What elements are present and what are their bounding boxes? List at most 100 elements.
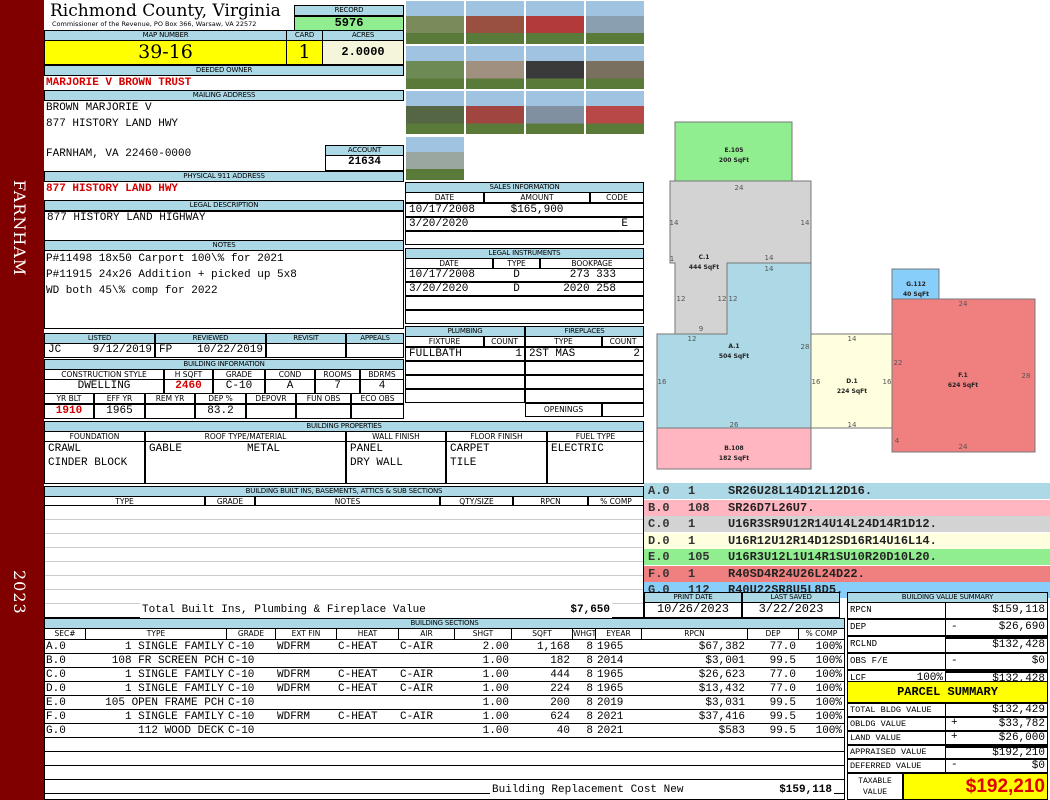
sketch-dimension: 12 xyxy=(677,295,686,303)
section-cell: $37,416 xyxy=(698,711,745,723)
sales-row xyxy=(405,217,644,231)
sketch-section: A.0 xyxy=(648,484,670,498)
plumbing-row xyxy=(405,361,525,375)
value-summary-sign xyxy=(949,603,963,618)
property-photo[interactable] xyxy=(465,90,525,135)
sketch-vector: SR26D7L26U7. xyxy=(728,500,815,515)
floor-finish: TILE xyxy=(450,457,477,469)
section-cell: 8 xyxy=(586,641,593,653)
sale-date: 3/20/2020 xyxy=(409,218,469,230)
property-cell xyxy=(446,441,547,484)
sketch-label: C.1 xyxy=(699,254,710,261)
plumbing-row xyxy=(405,347,525,361)
taxable-value: $192,210 xyxy=(903,773,1048,800)
sketch-label: G.112 xyxy=(906,281,926,288)
property-photo[interactable] xyxy=(525,0,585,45)
fireplace-type: 2ST MAS xyxy=(529,348,576,360)
section-cell: 99.5 xyxy=(769,697,796,709)
sale-amount xyxy=(484,217,590,231)
fireplace-row xyxy=(525,389,644,403)
building-info-value xyxy=(246,404,296,419)
sketch-dimension: 24 xyxy=(959,443,968,451)
section-cell: 112 WOOD DECK xyxy=(138,725,224,737)
fireplace-count: 2 xyxy=(633,348,640,360)
note-line: P#11498 18x50 Carport 100\% for 2021 xyxy=(46,253,284,265)
building-info-header: DEP % xyxy=(195,393,246,404)
property-photo[interactable] xyxy=(405,0,465,45)
sale-code: E xyxy=(621,218,628,230)
listing-cell xyxy=(266,343,346,358)
section-cell: G.0 xyxy=(46,725,66,737)
account-number: 21634 xyxy=(325,155,404,171)
building-info-value: 7 xyxy=(315,379,360,394)
section-cell: $3,001 xyxy=(705,655,745,667)
section-cell xyxy=(275,724,336,738)
property-photo[interactable] xyxy=(465,45,525,90)
sketch-dimension: 24 xyxy=(735,184,744,192)
parcel-row-value: $26,000 xyxy=(945,731,1048,745)
section-cell: $13,432 xyxy=(698,683,745,695)
builtins-table xyxy=(44,505,644,618)
taxable-value-label: TAXABLE VALUE xyxy=(847,773,903,800)
building-info-header: DEPOVR xyxy=(246,393,296,404)
value-summary-pct xyxy=(905,636,945,653)
section-header: SHGT xyxy=(454,628,512,640)
property-photo[interactable] xyxy=(525,45,585,90)
fireplace-header: COUNT xyxy=(602,336,644,347)
building-info-value: 1965 xyxy=(94,404,145,419)
instrument-type: D xyxy=(513,283,520,295)
sketch-dimension: 28 xyxy=(1022,372,1031,380)
section-cell: 100% xyxy=(815,725,842,737)
section-cell: C-10 xyxy=(228,641,255,653)
fuel-type: ELECTRIC xyxy=(551,443,604,455)
property-photo[interactable] xyxy=(405,90,465,135)
property-photo[interactable] xyxy=(585,45,645,90)
parcel-summary-title: PARCEL SUMMARY xyxy=(847,681,1048,703)
property-photo[interactable] xyxy=(405,136,465,181)
property-photo[interactable] xyxy=(465,0,525,45)
property-photo[interactable] xyxy=(585,90,645,135)
section-cell: 2019 xyxy=(597,697,624,709)
instrument-row xyxy=(405,296,644,310)
sketch-dimension: 14 xyxy=(801,219,810,227)
property-photo[interactable] xyxy=(585,0,645,45)
section-cell: 1965 xyxy=(597,669,624,681)
section-cell: 8 xyxy=(586,725,593,737)
section-cell: $583 xyxy=(718,725,745,737)
building-info-header: REM YR xyxy=(145,393,195,404)
section-cell: 105 OPEN FRAME PCH xyxy=(105,697,224,709)
section-cell: 100% xyxy=(815,669,842,681)
notes-label: NOTES xyxy=(44,240,404,251)
instrument-date: 3/20/2020 xyxy=(409,283,469,295)
fireplace-row xyxy=(525,375,644,389)
sale-date: 10/17/2008 xyxy=(409,204,476,216)
section-cell: 40 xyxy=(556,725,570,737)
section-cell: $67,382 xyxy=(698,641,745,653)
sketch-sqft: 224 SqFt xyxy=(837,388,867,395)
section-header: % COMP xyxy=(798,628,845,640)
section-cell xyxy=(398,654,454,668)
building-info-value: 4 xyxy=(360,379,404,394)
listed-by: JC xyxy=(48,344,62,356)
last-saved-date: 3/22/2023 xyxy=(742,602,840,618)
section-cell: 100% xyxy=(815,697,842,709)
sketch-dimension: 12 xyxy=(729,295,738,303)
sketch-dimension: 14 xyxy=(670,219,679,227)
sketch-dimension: 12 xyxy=(688,335,697,343)
acres-value: 2.0000 xyxy=(322,40,404,65)
section-cell: 1.00 xyxy=(482,711,509,723)
property-photo[interactable] xyxy=(525,90,585,135)
sales-header: DATE xyxy=(405,192,484,203)
section-cell: 8 xyxy=(586,697,593,709)
section-cell xyxy=(336,724,398,738)
property-photo[interactable] xyxy=(405,45,465,90)
section-cell: 1 SINGLE FAMILY xyxy=(124,683,224,695)
section-cell: WDFRM xyxy=(277,711,311,723)
property-cell xyxy=(44,441,145,484)
sketch-label: D.1 xyxy=(846,378,857,385)
sketch-code-row xyxy=(644,565,1050,582)
sketch-code-row xyxy=(644,549,1050,565)
sketch-sqft: 40 SqFt xyxy=(903,291,929,298)
sketch-section: D.0 xyxy=(648,533,670,548)
section-cell: 1 SINGLE FAMILY xyxy=(124,641,224,653)
